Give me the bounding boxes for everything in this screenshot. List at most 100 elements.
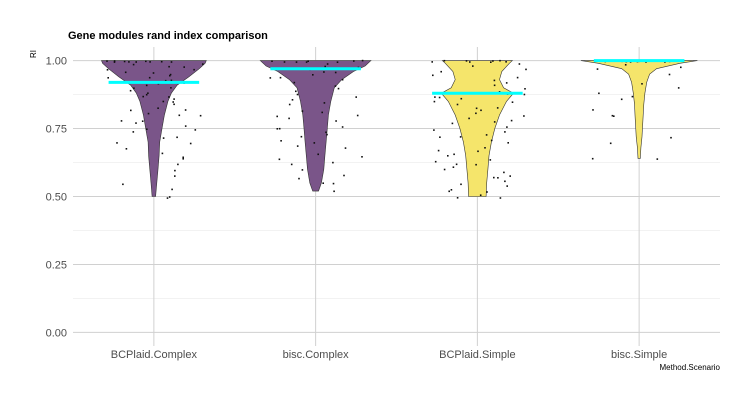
data-point xyxy=(174,175,176,177)
data-point xyxy=(162,100,165,103)
data-point xyxy=(124,71,127,74)
data-point xyxy=(194,129,197,131)
x-tick-label: bisc.Complex xyxy=(283,349,350,361)
data-point xyxy=(170,79,173,82)
data-point xyxy=(505,61,507,63)
data-point xyxy=(130,109,132,112)
data-point xyxy=(178,114,181,117)
data-point xyxy=(486,191,488,193)
data-point xyxy=(324,65,326,68)
data-point xyxy=(341,126,344,128)
data-point xyxy=(129,89,132,92)
data-point xyxy=(125,148,128,150)
y-tick-label: 0.50 xyxy=(46,192,67,204)
data-point xyxy=(609,142,612,145)
data-point xyxy=(344,147,347,149)
data-point xyxy=(296,145,299,147)
data-point xyxy=(323,102,326,104)
data-point xyxy=(460,97,463,100)
data-point xyxy=(434,160,437,163)
data-point xyxy=(492,60,494,62)
data-point xyxy=(432,74,434,77)
data-point xyxy=(468,117,470,120)
data-point xyxy=(490,61,492,63)
data-point xyxy=(278,127,281,130)
data-point xyxy=(295,61,298,63)
x-tick-label: bisc.Simple xyxy=(611,349,667,361)
data-point xyxy=(680,66,682,69)
data-point xyxy=(451,122,454,125)
data-point xyxy=(170,61,173,63)
data-point xyxy=(493,121,496,123)
data-point xyxy=(434,96,436,98)
data-point xyxy=(613,115,615,117)
y-tick-label: 0.00 xyxy=(46,327,67,339)
data-point xyxy=(460,183,462,186)
data-point xyxy=(182,156,184,159)
data-point xyxy=(459,136,462,138)
data-point xyxy=(361,59,364,62)
data-point xyxy=(447,155,449,157)
data-point xyxy=(301,110,304,112)
data-point xyxy=(296,93,299,96)
data-point xyxy=(507,142,509,144)
data-point xyxy=(505,82,508,84)
data-point xyxy=(291,99,294,101)
data-point xyxy=(624,64,627,66)
data-point xyxy=(183,66,185,68)
data-point xyxy=(280,140,282,142)
data-point xyxy=(493,176,495,179)
data-point xyxy=(132,63,135,66)
data-point xyxy=(290,163,293,166)
data-point xyxy=(323,71,325,73)
data-point xyxy=(120,120,123,122)
data-point xyxy=(516,76,519,79)
data-point xyxy=(325,131,327,134)
data-point xyxy=(439,136,441,138)
data-point xyxy=(506,185,508,187)
data-point xyxy=(142,95,144,98)
data-point xyxy=(523,115,525,117)
data-point xyxy=(295,90,297,93)
data-point xyxy=(450,189,453,191)
data-point xyxy=(518,63,521,65)
data-point xyxy=(113,60,116,62)
data-point xyxy=(343,174,345,177)
data-point xyxy=(177,163,179,166)
data-point xyxy=(276,128,279,130)
data-point xyxy=(279,76,282,79)
data-point xyxy=(147,92,149,94)
mean-lines xyxy=(108,59,685,95)
data-point xyxy=(440,70,442,73)
data-point xyxy=(169,74,171,77)
data-point xyxy=(317,153,319,156)
data-point xyxy=(455,163,458,166)
data-point xyxy=(592,109,594,111)
data-point xyxy=(170,87,172,89)
data-point xyxy=(337,87,340,90)
x-tick-label: BCPlaid.Simple xyxy=(439,349,515,361)
y-tick-labels: 0.00 0.25 0.50 0.75 1.00 xyxy=(46,56,67,340)
data-point xyxy=(161,152,164,155)
data-point xyxy=(611,114,614,117)
data-point xyxy=(361,156,363,158)
data-point xyxy=(307,60,309,62)
data-point xyxy=(168,196,171,198)
data-point xyxy=(355,96,357,98)
data-point xyxy=(353,60,355,62)
data-point xyxy=(145,84,148,87)
data-point xyxy=(164,79,167,82)
y-axis-label: RI xyxy=(29,50,38,58)
data-point xyxy=(146,128,148,130)
data-point xyxy=(283,61,286,63)
data-point xyxy=(496,107,499,109)
data-point xyxy=(438,96,441,99)
data-point xyxy=(149,61,151,63)
data-point xyxy=(174,169,176,172)
data-point xyxy=(113,61,116,63)
data-point xyxy=(475,112,477,115)
data-point xyxy=(173,103,175,106)
data-point xyxy=(278,158,281,161)
data-point xyxy=(341,78,344,81)
data-point xyxy=(288,117,290,120)
